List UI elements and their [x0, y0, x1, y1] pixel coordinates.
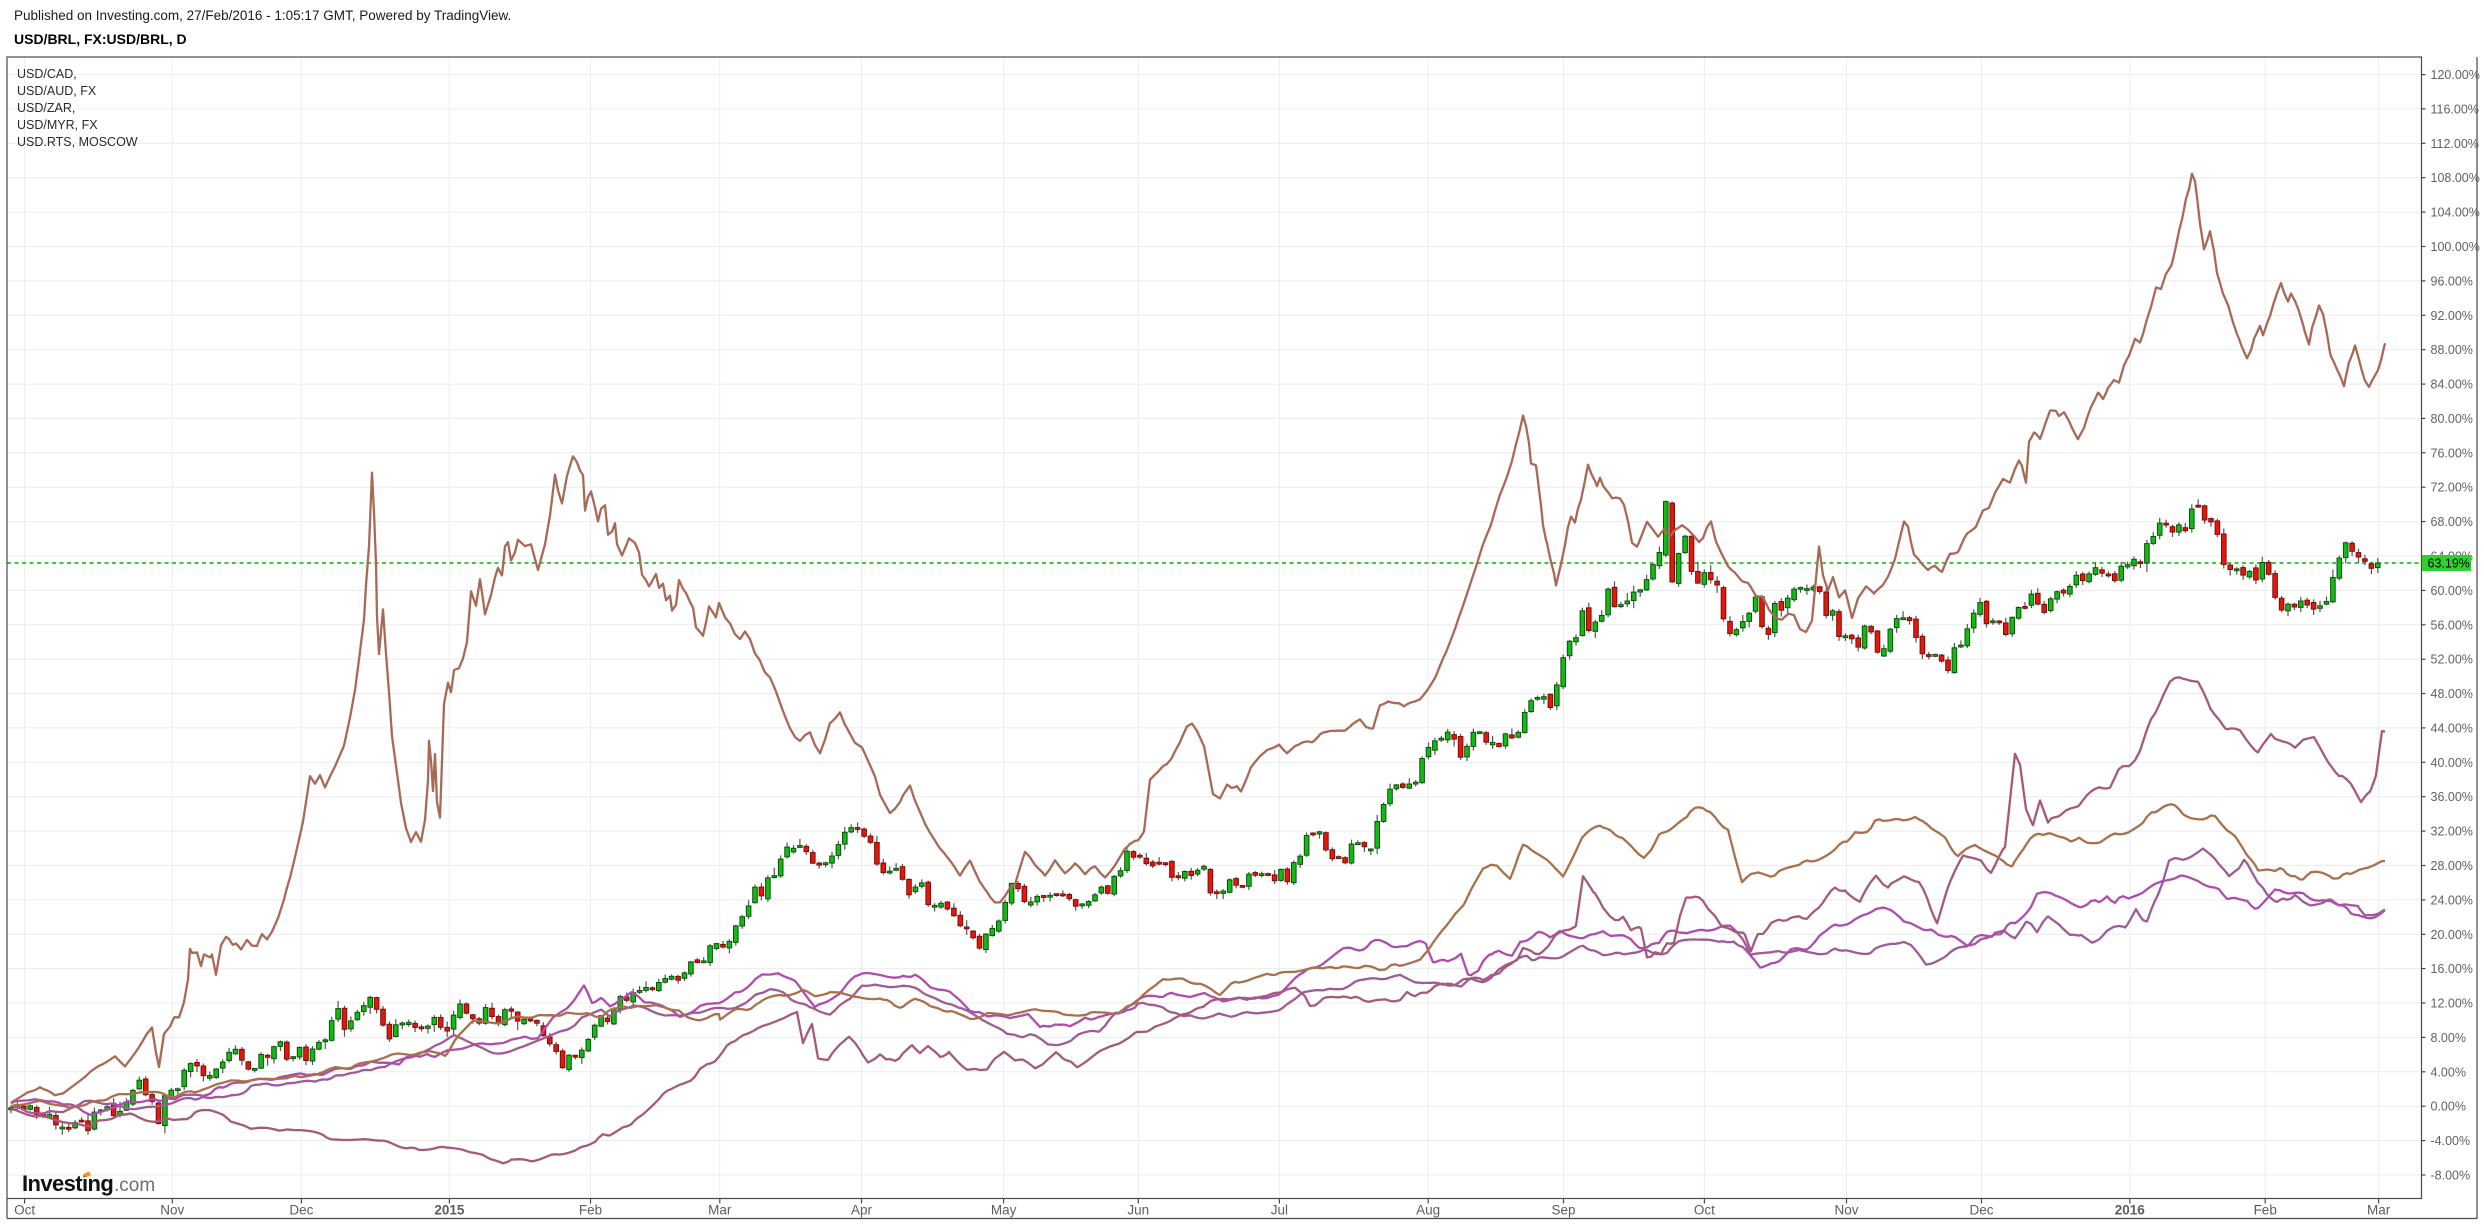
svg-text:108.00%: 108.00% [2431, 171, 2480, 185]
svg-text:52.00%: 52.00% [2431, 653, 2473, 667]
svg-text:Mar: Mar [708, 1203, 732, 1218]
svg-text:May: May [991, 1203, 1017, 1218]
svg-text:104.00%: 104.00% [2431, 206, 2480, 220]
svg-text:63.19%: 63.19% [2428, 557, 2470, 571]
svg-text:8.00%: 8.00% [2431, 1031, 2466, 1045]
svg-text:4.00%: 4.00% [2431, 1065, 2466, 1079]
svg-text:40.00%: 40.00% [2431, 756, 2473, 770]
svg-text:Investing: Investing [22, 1171, 113, 1196]
svg-text:112.00%: 112.00% [2431, 137, 2479, 151]
svg-text:20.00%: 20.00% [2431, 928, 2473, 942]
svg-text:24.00%: 24.00% [2431, 893, 2473, 907]
svg-text:100.00%: 100.00% [2431, 240, 2480, 254]
svg-text:Sep: Sep [1551, 1203, 1575, 1218]
svg-text:116.00%: 116.00% [2431, 102, 2479, 116]
svg-text:Mar: Mar [2367, 1203, 2391, 1218]
svg-text:76.00%: 76.00% [2431, 446, 2473, 460]
svg-text:2015: 2015 [434, 1203, 465, 1218]
svg-text:Jun: Jun [1127, 1203, 1149, 1218]
svg-text:44.00%: 44.00% [2431, 721, 2473, 735]
svg-text:Nov: Nov [1834, 1203, 1858, 1218]
svg-text:Jul: Jul [1271, 1203, 1288, 1218]
svg-text:60.00%: 60.00% [2431, 584, 2473, 598]
svg-text:72.00%: 72.00% [2431, 481, 2473, 495]
svg-text:Oct: Oct [1694, 1203, 1715, 1218]
svg-text:48.00%: 48.00% [2431, 687, 2473, 701]
svg-text:Nov: Nov [160, 1203, 184, 1218]
svg-text:0.00%: 0.00% [2431, 1100, 2466, 1114]
svg-text:USD.RTS, MOSCOW: USD.RTS, MOSCOW [17, 135, 138, 149]
svg-text:-8.00%: -8.00% [2431, 1169, 2471, 1183]
svg-text:12.00%: 12.00% [2431, 997, 2473, 1011]
svg-text:USD/ZAR,: USD/ZAR, [17, 101, 75, 115]
svg-text:84.00%: 84.00% [2431, 378, 2473, 392]
svg-text:USD/AUD, FX: USD/AUD, FX [17, 84, 97, 98]
svg-text:68.00%: 68.00% [2431, 515, 2473, 529]
svg-text:Aug: Aug [1416, 1203, 1440, 1218]
svg-text:88.00%: 88.00% [2431, 343, 2473, 357]
svg-text:-4.00%: -4.00% [2431, 1134, 2471, 1148]
svg-text:92.00%: 92.00% [2431, 309, 2473, 323]
svg-text:USD/CAD,: USD/CAD, [17, 67, 77, 81]
svg-text:16.00%: 16.00% [2431, 962, 2473, 976]
svg-text:28.00%: 28.00% [2431, 859, 2473, 873]
svg-text:Published on Investing.com, 27: Published on Investing.com, 27/Feb/2016 … [14, 8, 511, 23]
svg-text:USD/BRL, FX:USD/BRL, D: USD/BRL, FX:USD/BRL, D [14, 31, 187, 47]
svg-text:Dec: Dec [1969, 1203, 1993, 1218]
svg-text:Dec: Dec [289, 1203, 313, 1218]
svg-text:Oct: Oct [14, 1203, 35, 1218]
svg-text:USD/MYR, FX: USD/MYR, FX [17, 118, 98, 132]
svg-text:96.00%: 96.00% [2431, 274, 2473, 288]
svg-text:32.00%: 32.00% [2431, 825, 2473, 839]
svg-text:80.00%: 80.00% [2431, 412, 2473, 426]
svg-text:Feb: Feb [579, 1203, 602, 1218]
svg-text:Apr: Apr [851, 1203, 873, 1218]
svg-text:Feb: Feb [2254, 1203, 2277, 1218]
svg-text:.com: .com [114, 1175, 155, 1196]
svg-text:36.00%: 36.00% [2431, 790, 2473, 804]
svg-text:120.00%: 120.00% [2431, 68, 2480, 82]
svg-text:56.00%: 56.00% [2431, 618, 2473, 632]
svg-text:2016: 2016 [2115, 1203, 2146, 1218]
